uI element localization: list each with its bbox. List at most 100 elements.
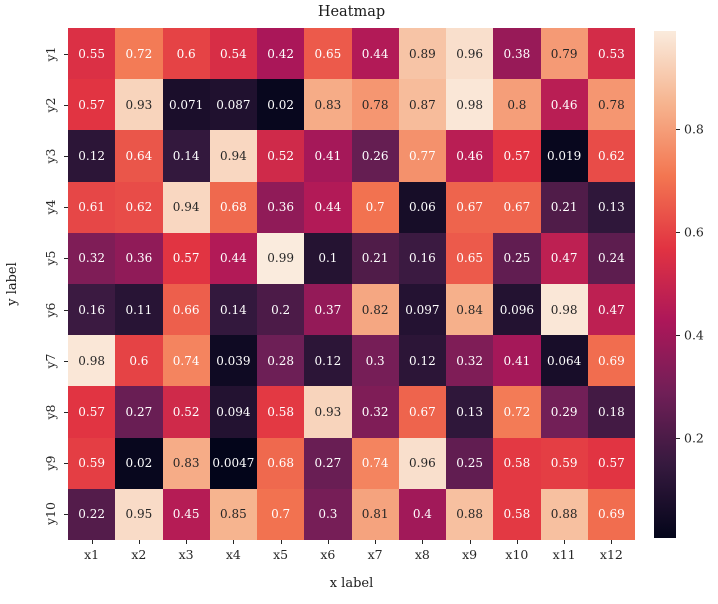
cell-value: 0.94	[172, 200, 200, 215]
heatmap-cell: 0.42	[257, 28, 305, 80]
heatmap-cell: 0.58	[493, 437, 541, 489]
cell-value: 0.54	[220, 46, 247, 61]
heatmap-cell: 0.57	[68, 79, 116, 131]
heatmap-cell: 0.064	[540, 335, 588, 387]
heatmap-cell: 0.68	[209, 181, 257, 233]
colorbar-tick-mark	[676, 231, 680, 233]
cell-value: 0.67	[456, 200, 483, 215]
heatmap-cell: 0.13	[446, 386, 494, 438]
heatmap-cell: 0.93	[115, 79, 163, 131]
colorbar	[654, 31, 676, 538]
cell-value: 0.12	[314, 353, 342, 368]
cell-value: 0.1	[318, 251, 338, 266]
cell-value: 0.13	[598, 200, 625, 215]
cell-value: 0.78	[598, 97, 625, 112]
cell-value: 0.61	[78, 200, 105, 215]
cell-value: 0.06	[409, 200, 436, 215]
y-tick-mark	[64, 514, 68, 516]
heatmap-cell: 0.087	[209, 79, 257, 131]
cell-value: 0.47	[598, 302, 625, 317]
heatmap-cell: 0.94	[209, 130, 257, 182]
cell-value: 0.64	[125, 148, 153, 163]
cell-value: 0.16	[409, 251, 436, 266]
cell-value: 0.46	[456, 148, 483, 163]
x-tick-mark	[516, 540, 518, 544]
heatmap-cell: 0.98	[446, 79, 494, 131]
cell-value: 0.28	[267, 353, 294, 368]
heatmap-cell: 0.3	[304, 488, 352, 540]
x-tick-label: x9	[462, 547, 478, 562]
heatmap-cell: 0.65	[304, 28, 352, 80]
cell-value: 0.98	[456, 97, 483, 112]
x-tick-mark	[611, 540, 613, 544]
cell-value: 0.55	[78, 46, 105, 61]
heatmap-cell: 0.32	[446, 335, 494, 387]
cell-value: 0.02	[267, 97, 294, 112]
cell-value: 0.58	[503, 456, 531, 471]
heatmap-cell: 0.019	[540, 130, 588, 182]
cell-value: 0.98	[550, 302, 578, 317]
x-tick-mark	[375, 540, 377, 544]
cell-value: 0.3	[318, 507, 338, 522]
cell-value: 0.96	[456, 46, 483, 61]
heatmap-cell: 0.99	[257, 232, 305, 284]
cell-value: 0.57	[78, 97, 105, 112]
heatmap-cell: 0.18	[587, 386, 635, 438]
y-tick-mark	[64, 207, 68, 209]
cell-value: 0.6	[176, 46, 196, 61]
cell-value: 0.039	[216, 353, 251, 368]
heatmap-cell: 0.13	[587, 181, 635, 233]
heatmap-cell: 0.52	[257, 130, 305, 182]
heatmap-cell: 0.57	[68, 386, 116, 438]
heatmap-cell: 0.096	[493, 284, 541, 336]
heatmap-cell: 0.25	[493, 232, 541, 284]
heatmap-cell: 0.66	[162, 284, 210, 336]
cell-value: 0.72	[503, 404, 531, 419]
heatmap-cell: 0.88	[446, 488, 494, 540]
heatmap-cell: 0.6	[115, 335, 163, 387]
y-tick-label: y3	[43, 148, 58, 164]
heatmap-cell: 0.22	[68, 488, 116, 540]
y-axis-label: y label	[5, 262, 20, 306]
cell-value: 0.85	[220, 507, 247, 522]
cell-value: 0.59	[550, 456, 578, 471]
cell-value: 0.18	[598, 404, 625, 419]
x-tick-label: x1	[84, 547, 100, 562]
heatmap-cell: 0.78	[351, 79, 399, 131]
heatmap-cell: 0.12	[68, 130, 116, 182]
heatmap-grid: 0.55 0.72 0.6 0.54 0.42 0.65 0.44 0.89 0.96 0.38 0…	[68, 28, 635, 540]
cell-value: 0.72	[125, 46, 153, 61]
cell-value: 0.57	[78, 404, 105, 419]
cell-value: 0.53	[598, 46, 625, 61]
x-tick-mark	[233, 540, 235, 544]
cell-value: 0.38	[503, 46, 531, 61]
y-tick-label: y6	[43, 302, 58, 318]
cell-value: 0.16	[78, 302, 105, 317]
cell-value: 0.74	[172, 353, 200, 368]
cell-value: 0.93	[314, 404, 342, 419]
cell-value: 0.78	[361, 97, 389, 112]
cell-value: 0.13	[456, 404, 483, 419]
heatmap-cell: 0.55	[68, 28, 116, 80]
cell-value: 0.097	[405, 302, 440, 317]
heatmap-cell: 0.67	[398, 386, 446, 438]
cell-value: 0.32	[361, 404, 389, 419]
heatmap-cell: 0.7	[257, 488, 305, 540]
heatmap-cell: 0.83	[304, 79, 352, 131]
cell-value: 0.094	[216, 404, 251, 419]
heatmap-cell: 0.25	[446, 437, 494, 489]
heatmap-cell: 0.62	[115, 181, 163, 233]
heatmap-cell: 0.96	[446, 28, 494, 80]
heatmap-cell: 0.74	[162, 335, 210, 387]
heatmap-cell: 0.57	[493, 130, 541, 182]
colorbar-tick-label: 0.6	[684, 224, 704, 240]
cell-value: 0.52	[267, 148, 294, 163]
heatmap-cell: 0.38	[493, 28, 541, 80]
heatmap-cell: 0.83	[162, 437, 210, 489]
heatmap-cell: 0.57	[587, 437, 635, 489]
x-axis-label: x label	[329, 576, 374, 591]
heatmap-cell: 0.44	[209, 232, 257, 284]
x-tick-label: x2	[131, 547, 147, 562]
colorbar-tick-mark	[676, 334, 680, 336]
